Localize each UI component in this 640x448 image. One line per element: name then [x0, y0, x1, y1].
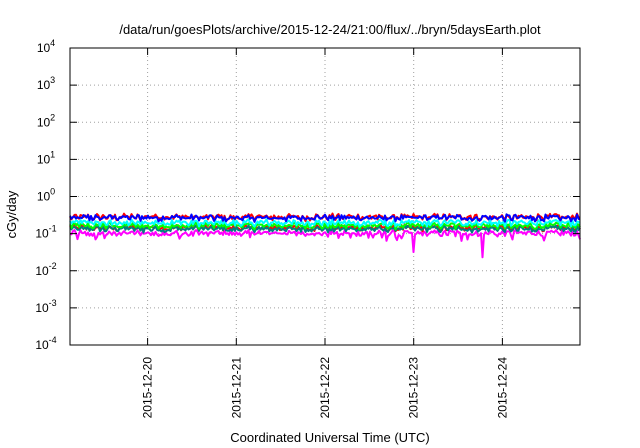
series-line: [69, 228, 581, 259]
y-axis-label: cGy/day: [4, 190, 19, 238]
x-tick-label: 2015-12-20: [141, 357, 155, 419]
y-tick-label: 103: [37, 75, 55, 92]
series-line: [69, 218, 581, 228]
series-line: [69, 224, 581, 234]
chart-title: /data/run/goesPlots/archive/2015-12-24/2…: [119, 22, 541, 37]
y-tick-label: 102: [37, 112, 55, 129]
y-tick-label: 100: [37, 187, 55, 204]
y-tick-label: 10-1: [35, 224, 56, 241]
y-tick-label: 10-2: [35, 261, 56, 278]
grid: [70, 48, 580, 345]
x-tick-label: 2015-12-22: [318, 357, 332, 419]
ticks: 10-4 10-3 10-2 10-1 100 101 102 103 104 2015-12-2…: [35, 38, 580, 418]
x-axis-label: Coordinated Universal Time (UTC): [230, 430, 429, 445]
y-tick-label: 101: [37, 149, 55, 166]
x-tick-label: 2015-12-24: [495, 357, 509, 419]
x-tick-label: 2015-12-21: [229, 357, 243, 419]
x-tick-label: 2015-12-23: [407, 357, 421, 419]
y-tick-label: 10-3: [35, 298, 56, 315]
y-tick-label: 104: [37, 38, 55, 55]
series-line: [69, 213, 581, 223]
plot-data: [69, 212, 581, 259]
y-tick-label: 10-4: [35, 335, 56, 352]
